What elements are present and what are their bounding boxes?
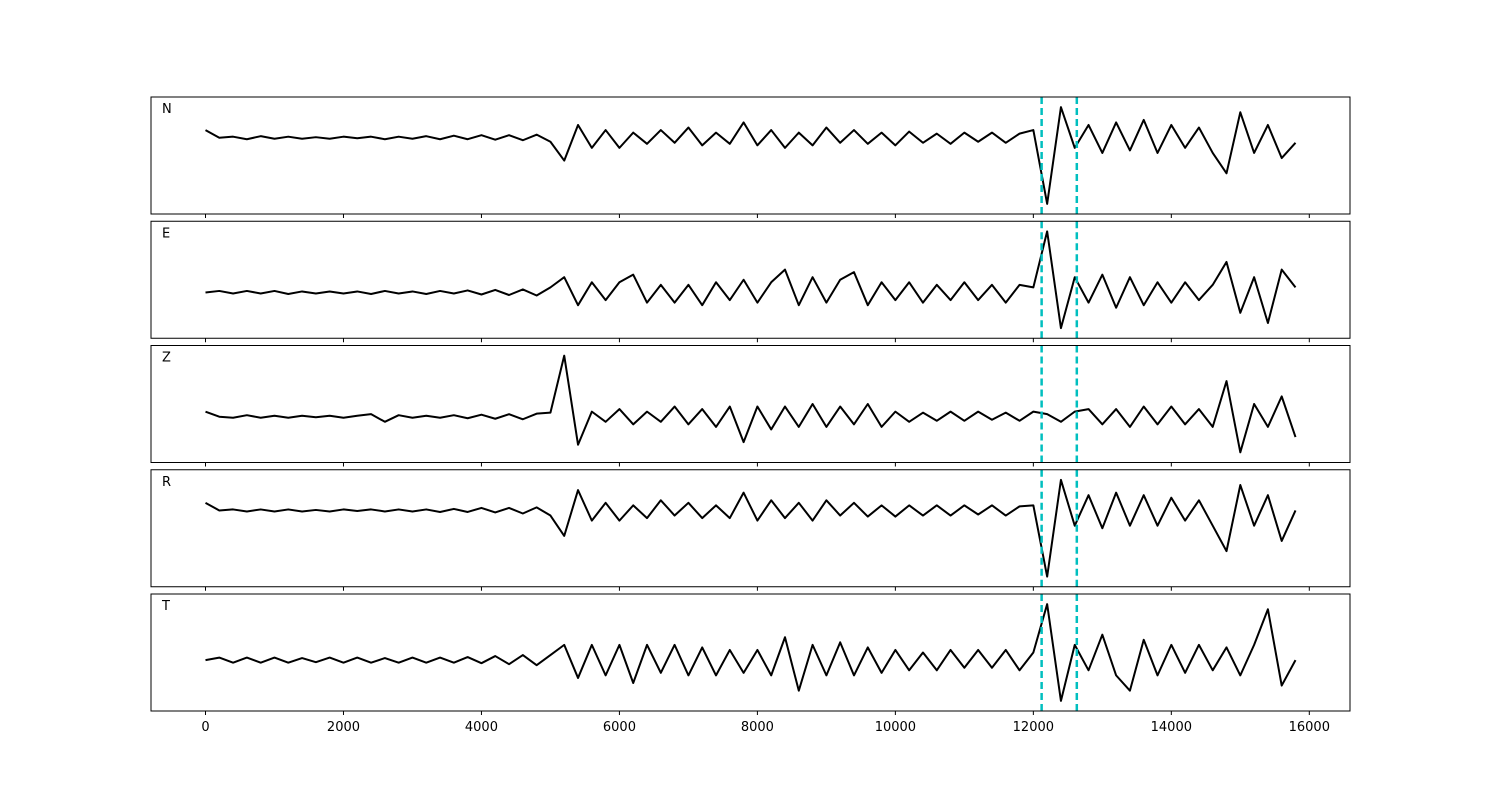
panel-frame	[150, 469, 1351, 588]
trace-line	[205, 354, 1297, 454]
trace-line	[205, 106, 1297, 205]
x-tick-label: 0	[201, 720, 209, 735]
x-tick-label: 8000	[741, 720, 774, 735]
x-tick-label: 2000	[327, 720, 360, 735]
trace-line	[205, 230, 1297, 330]
panel-frame	[150, 220, 1351, 339]
panel-frame	[150, 593, 1351, 712]
x-tick-label: 12000	[1013, 720, 1054, 735]
panel-label: T	[161, 599, 170, 614]
trace-line	[205, 478, 1297, 578]
panel-frame	[150, 96, 1351, 215]
x-tick-label: 16000	[1289, 720, 1330, 735]
x-tick-label: 4000	[465, 720, 498, 735]
panel-label: E	[162, 226, 170, 241]
panel-label: R	[162, 475, 171, 490]
panel-frame	[150, 345, 1351, 463]
x-tick-label: 10000	[875, 720, 916, 735]
panel-label: N	[162, 102, 172, 117]
x-tick-label: 14000	[1151, 720, 1192, 735]
panel-label: Z	[162, 351, 171, 366]
trace-line	[205, 603, 1297, 702]
x-tick-label: 6000	[603, 720, 636, 735]
